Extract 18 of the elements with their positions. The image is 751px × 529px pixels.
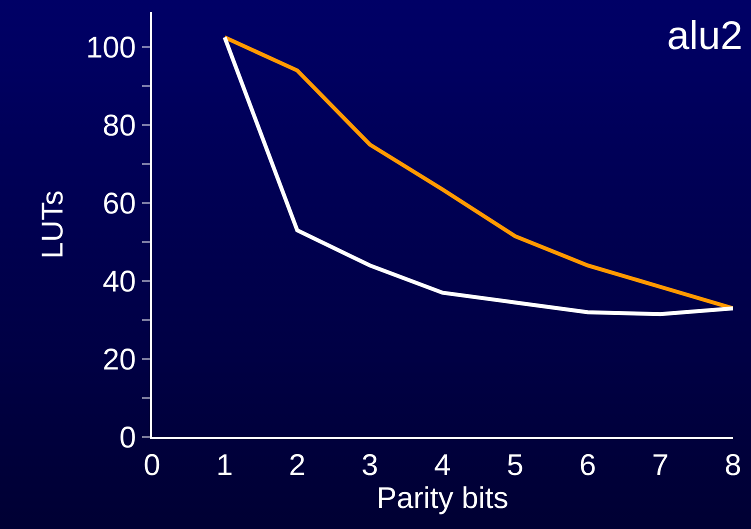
x-tick-label: 2 bbox=[288, 449, 306, 482]
y-tick-label: 40 bbox=[102, 266, 136, 299]
annotation: alu2 bbox=[667, 14, 743, 58]
x-tick-label: 0 bbox=[144, 449, 160, 482]
x-axis-title: Parity bits bbox=[376, 482, 508, 515]
y-tick-label: 100 bbox=[86, 32, 136, 65]
y-tick-label: 60 bbox=[102, 188, 136, 221]
x-tick-label: 1 bbox=[216, 449, 233, 482]
x-tick-label: 5 bbox=[506, 449, 524, 482]
x-tick-label: 6 bbox=[579, 449, 596, 482]
y-tick-label: 80 bbox=[102, 110, 136, 143]
x-tick-label: 3 bbox=[362, 449, 378, 482]
y-tick-label: 20 bbox=[102, 344, 136, 377]
y-tick-label: 0 bbox=[119, 422, 136, 454]
x-tick-label: 7 bbox=[652, 449, 669, 482]
x-tick-label: 4 bbox=[434, 449, 451, 482]
y-axis-title: LUTs bbox=[36, 190, 70, 259]
x-tick-label: 8 bbox=[724, 449, 742, 482]
